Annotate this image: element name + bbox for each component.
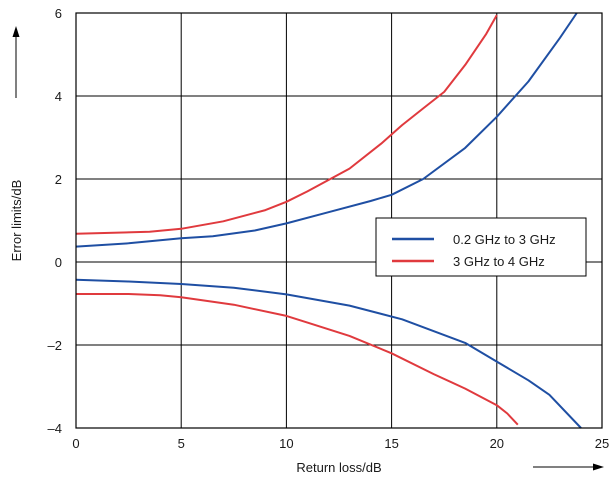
y-tick-label: 0 — [55, 255, 62, 270]
x-tick-label: 15 — [384, 436, 398, 451]
series-1-upper-line — [75, 12, 578, 248]
x-axis-arrow-icon — [533, 463, 604, 471]
legend-label-2: 3 GHz to 4 GHz — [453, 254, 545, 269]
x-axis-title: Return loss/dB — [296, 460, 381, 475]
grid — [76, 13, 602, 428]
series-2-upper-line — [75, 14, 498, 235]
series-2-lower-line — [76, 293, 519, 426]
y-tick-label: 2 — [55, 172, 62, 187]
x-tick-label: 25 — [595, 436, 609, 451]
y-axis-arrow-icon — [12, 26, 20, 98]
plot-frame — [75, 12, 603, 429]
x-tick-label: 10 — [279, 436, 293, 451]
y-tick-label: –2 — [48, 338, 62, 353]
legend-label-1: 0.2 GHz to 3 GHz — [453, 232, 556, 247]
tick-labels: 0 5 10 15 20 25 –4 –2 0 2 4 6 — [48, 6, 610, 451]
y-axis-title: Error limits/dB — [9, 180, 24, 262]
x-tick-label: 5 — [178, 436, 185, 451]
y-tick-label: 4 — [55, 89, 62, 104]
legend: 0.2 GHz to 3 GHz 3 GHz to 4 GHz — [375, 217, 587, 277]
series-lines — [75, 12, 582, 429]
x-tick-label: 0 — [72, 436, 79, 451]
y-tick-label: –4 — [48, 421, 62, 436]
y-tick-label: 6 — [55, 6, 62, 21]
legend-box — [375, 217, 587, 277]
series-1-lower-line — [75, 278, 582, 429]
x-tick-label: 20 — [490, 436, 504, 451]
